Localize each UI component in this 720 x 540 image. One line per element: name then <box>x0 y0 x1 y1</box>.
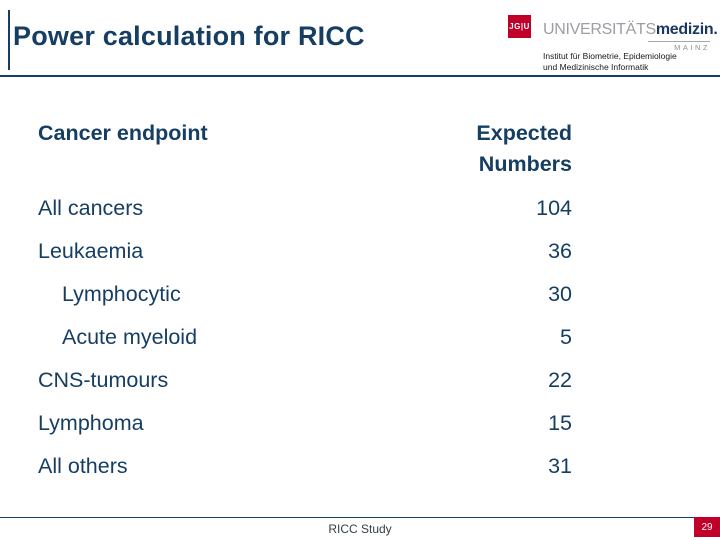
wordmark-medizin: medizin. <box>655 21 718 38</box>
table-row: Acute myeloid 5 <box>38 324 572 367</box>
table-row: Leukaemia 36 <box>38 238 572 281</box>
institute-line-2: und Medizinische Informatik <box>543 61 649 72</box>
page-title: Power calculation for RICC <box>13 21 365 51</box>
expected-header-line2: Numbers <box>478 152 572 176</box>
table-header-row: Cancer endpoint Expected Numbers <box>38 118 572 180</box>
endpoint-label: All others <box>38 454 128 478</box>
endpoint-label: CNS-tumours <box>38 368 169 392</box>
expected-number-value: 30 <box>548 282 572 306</box>
expected-number-value: 31 <box>548 454 572 478</box>
expected-number-value: 15 <box>548 411 572 435</box>
table-row: Lymphoma 15 <box>38 410 572 453</box>
endpoint-label: All cancers <box>38 196 144 220</box>
title-accent-bar <box>8 10 10 70</box>
expected-number-value: 104 <box>536 196 572 220</box>
expected-number-value: 36 <box>548 239 572 263</box>
institute-name: Institut für Biometrie, Epidemiologie un… <box>543 51 677 72</box>
expected-numbers-table: Cancer endpoint Expected Numbers All can… <box>38 118 572 496</box>
footer-label: RICC Study <box>328 522 392 536</box>
column-header-expected-numbers: Expected Numbers <box>476 118 572 180</box>
university-wordmark: UNIVERSITÄTSmedizin. <box>543 21 718 39</box>
table-row: CNS-tumours 22 <box>38 367 572 410</box>
table-row: All cancers 104 <box>38 195 572 238</box>
wordmark-city: MAINZ <box>674 43 710 52</box>
wordmark-universitaets: UNIVERSITÄTS <box>543 21 656 38</box>
column-header-endpoint: Cancer endpoint <box>38 121 208 145</box>
table-row: All others 31 <box>38 453 572 496</box>
university-logo-initials: JG|U <box>509 22 530 31</box>
header-divider <box>0 75 720 77</box>
table-body: All cancers 104 Leukaemia 36 Lymphocytic 30 Ac… <box>38 195 572 496</box>
footer-divider <box>0 517 694 518</box>
page-number-badge: 29 <box>694 517 720 537</box>
endpoint-label: Leukaemia <box>38 239 144 263</box>
university-logo-icon: JG|U <box>508 15 531 38</box>
expected-number-value: 5 <box>560 325 572 349</box>
endpoint-label: Acute myeloid <box>62 325 198 349</box>
endpoint-label: Lymphoma <box>38 411 144 435</box>
expected-header-line1: Expected <box>476 121 572 145</box>
expected-number-value: 22 <box>548 368 572 392</box>
wordmark-divider <box>648 41 710 42</box>
endpoint-label: Lymphocytic <box>62 282 181 306</box>
institute-line-1: Institut für Biometrie, Epidemiologie <box>543 51 677 61</box>
page-number: 29 <box>701 521 713 533</box>
table-row: Lymphocytic 30 <box>38 281 572 324</box>
